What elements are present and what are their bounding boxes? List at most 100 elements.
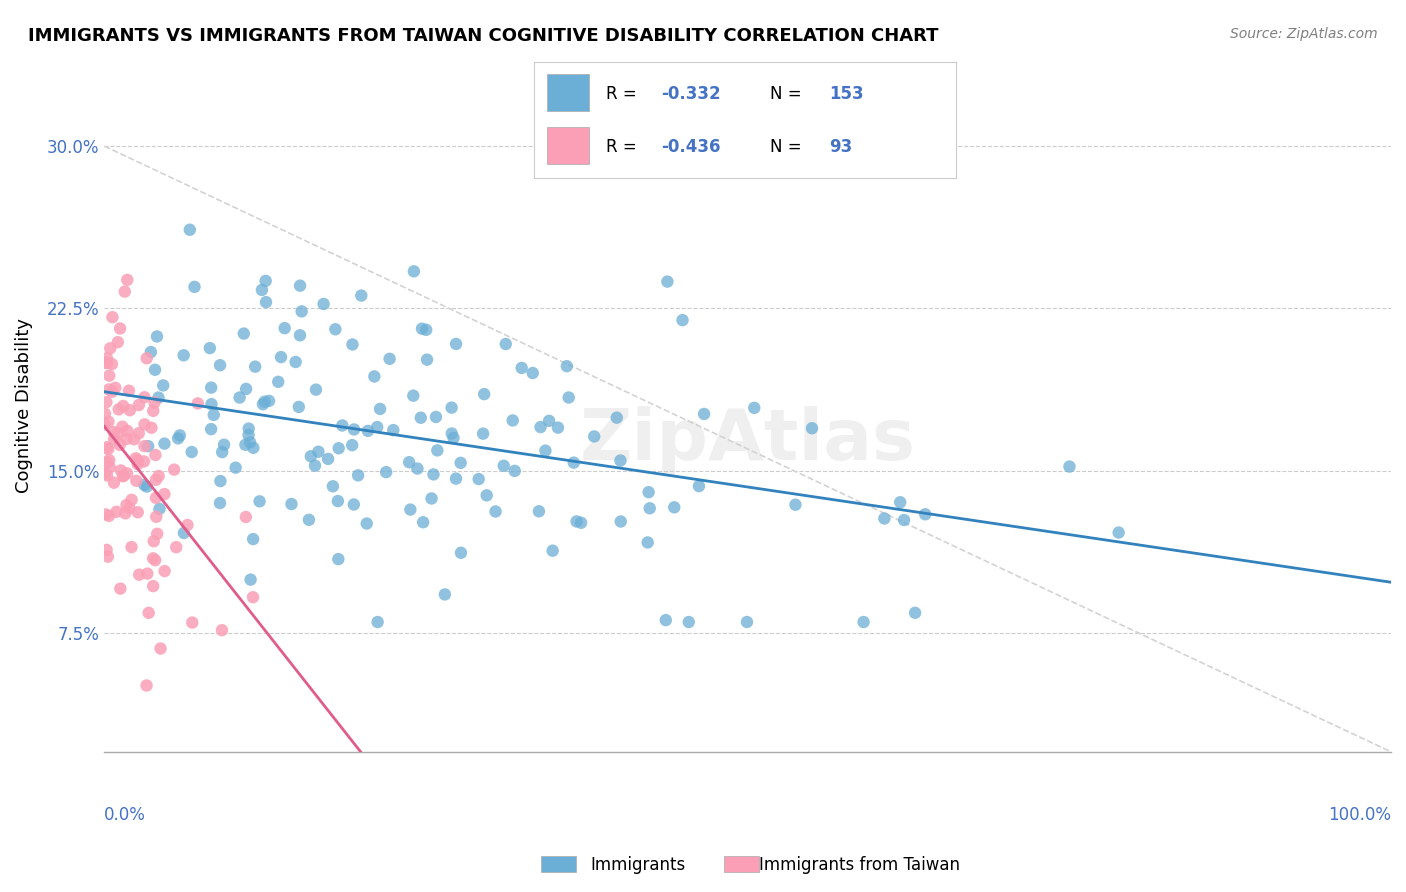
Point	[94, 356, 117, 370]
Point	[382, 423, 405, 437]
Point	[280, 497, 302, 511]
Point	[693, 407, 716, 421]
Point	[209, 358, 232, 372]
Text: 0.0%: 0.0%	[104, 805, 146, 824]
Point	[420, 491, 443, 506]
Point	[415, 323, 437, 337]
Point	[110, 582, 132, 596]
Point	[235, 510, 257, 524]
Point	[398, 455, 420, 469]
Point	[173, 526, 195, 541]
Point	[411, 321, 433, 335]
Point	[852, 615, 875, 629]
Point	[873, 511, 896, 525]
Point	[655, 613, 678, 627]
Point	[242, 441, 264, 455]
Text: 153: 153	[830, 85, 865, 103]
Point	[141, 421, 163, 435]
Point	[167, 431, 190, 445]
Point	[104, 381, 127, 395]
Point	[235, 382, 257, 396]
Point	[356, 516, 378, 531]
Point	[440, 401, 463, 415]
Text: R =: R =	[606, 85, 643, 103]
Point	[239, 573, 262, 587]
Point	[115, 432, 138, 446]
Point	[138, 606, 160, 620]
Point	[98, 341, 121, 355]
Point	[801, 421, 824, 435]
Point	[228, 391, 250, 405]
Point	[143, 395, 166, 409]
Point	[179, 223, 201, 237]
Point	[402, 389, 425, 403]
Point	[103, 475, 125, 490]
Point	[112, 468, 135, 483]
Point	[1059, 459, 1081, 474]
Point	[735, 615, 758, 629]
FancyBboxPatch shape	[547, 128, 589, 164]
Point	[145, 491, 167, 505]
Point	[375, 465, 398, 479]
Point	[288, 400, 311, 414]
Point	[343, 422, 366, 436]
Point	[357, 424, 380, 438]
Point	[312, 297, 335, 311]
Point	[326, 494, 349, 508]
Point	[118, 384, 141, 398]
Point	[105, 505, 128, 519]
Point	[688, 479, 710, 493]
Point	[254, 295, 277, 310]
Text: -0.332: -0.332	[661, 85, 720, 103]
Text: 100.0%: 100.0%	[1329, 805, 1391, 824]
Point	[225, 460, 247, 475]
Point	[254, 274, 277, 288]
Point	[291, 304, 314, 318]
Point	[96, 351, 118, 366]
Point	[316, 451, 339, 466]
Point	[103, 425, 125, 439]
Point	[232, 326, 254, 341]
Point	[127, 457, 149, 471]
Point	[529, 420, 551, 434]
Point	[115, 467, 138, 481]
Point	[565, 515, 588, 529]
Point	[440, 426, 463, 441]
Point	[242, 591, 264, 605]
Point	[325, 322, 347, 336]
Point	[135, 351, 157, 366]
Point	[322, 479, 344, 493]
Point	[637, 535, 659, 549]
Point	[299, 450, 322, 464]
Point	[522, 366, 544, 380]
Point	[350, 288, 373, 302]
Point	[142, 404, 165, 418]
Point	[98, 508, 121, 523]
Point	[200, 381, 222, 395]
Point	[187, 396, 209, 410]
Point	[135, 678, 157, 692]
Point	[198, 341, 221, 355]
Point	[502, 413, 524, 427]
Point	[173, 348, 195, 362]
Point	[134, 478, 156, 492]
Point	[148, 469, 170, 483]
Point	[288, 278, 311, 293]
Point	[606, 410, 628, 425]
Point	[211, 623, 233, 637]
Point	[211, 445, 233, 459]
Point	[678, 615, 700, 629]
Point	[97, 549, 120, 564]
Point	[330, 418, 353, 433]
Point	[904, 606, 927, 620]
Point	[583, 429, 606, 443]
Point	[1108, 525, 1130, 540]
Point	[444, 337, 467, 351]
Point	[208, 496, 231, 510]
Point	[143, 363, 166, 377]
Point	[128, 567, 150, 582]
Point	[538, 414, 561, 428]
Point	[270, 350, 292, 364]
Point	[562, 456, 585, 470]
Point	[110, 463, 132, 477]
